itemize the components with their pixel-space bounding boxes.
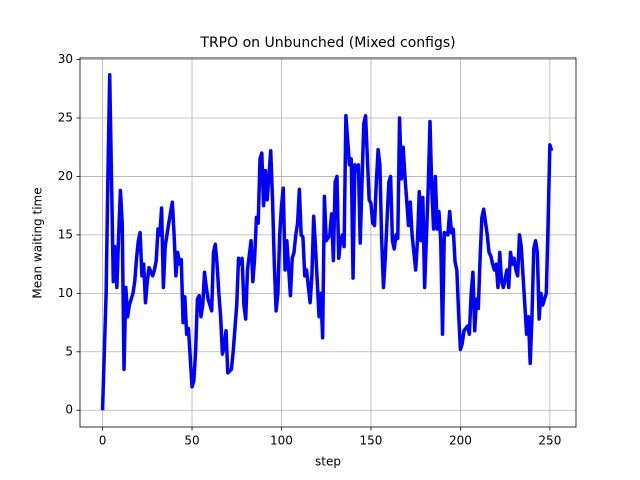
x-tick-label: 50 [184, 434, 199, 448]
x-tick-label: 0 [99, 434, 107, 448]
y-tick-label: 30 [58, 52, 73, 66]
data-line [100, 73, 554, 411]
x-tick-label: 250 [538, 434, 561, 448]
y-tick-label: 15 [58, 227, 73, 241]
x-tick-label: 150 [359, 434, 382, 448]
x-tick-label: 200 [449, 434, 472, 448]
x-tick-label: 100 [270, 434, 293, 448]
y-tick-label: 5 [65, 344, 73, 358]
y-tick-label: 0 [65, 403, 73, 417]
chart-title: TRPO on Unbunched (Mixed configs) [199, 35, 455, 51]
x-axis-label: step [315, 455, 341, 469]
plot-frame [79, 57, 577, 428]
y-tick-label: 10 [58, 286, 73, 300]
y-tick-label: 20 [58, 169, 73, 183]
y-tick-label: 25 [58, 111, 73, 125]
y-axis-label: Mean waiting time [31, 187, 45, 298]
